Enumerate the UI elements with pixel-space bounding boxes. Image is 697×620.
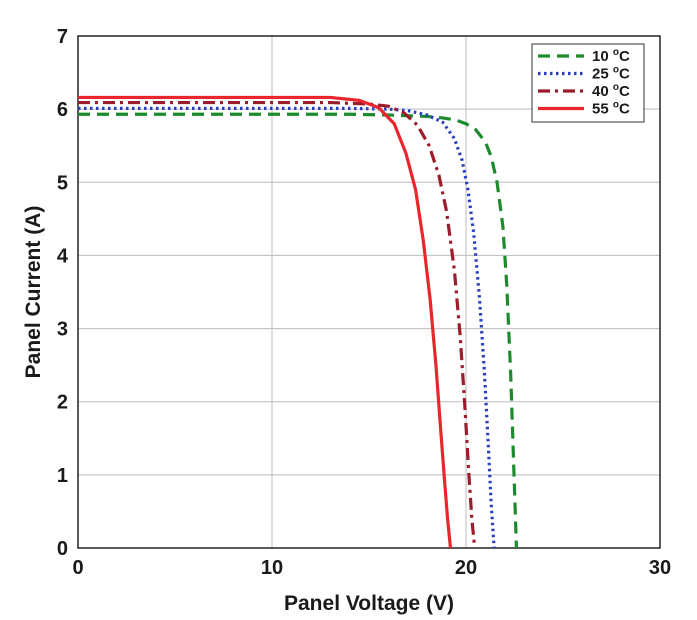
legend-label-3: 55 oC (592, 100, 630, 118)
series-line-0 (78, 112, 519, 549)
legend-label-value-1: 25 (592, 66, 613, 83)
series-layer (78, 95, 519, 549)
series-line-3 (78, 95, 453, 549)
legend-label-unit-0: C (619, 48, 630, 65)
legend-label-degree-2: o (613, 82, 619, 93)
y-tick-label-6: 6 (57, 99, 68, 121)
legend-label-degree-3: o (613, 100, 619, 111)
y-tick-label-1: 1 (57, 465, 68, 487)
legend-label-unit-1: C (619, 66, 630, 83)
legend-label-1: 25 oC (592, 65, 630, 83)
x-tick-label-3: 30 (649, 557, 671, 579)
x-tick-label-0: 0 (72, 557, 83, 579)
y-tick-label-4: 4 (57, 245, 69, 267)
legend-label-value-3: 55 (592, 101, 613, 118)
plot-area (77, 35, 661, 549)
legend-label-value-0: 10 (592, 48, 613, 65)
series-line-1 (78, 106, 496, 549)
y-tick-label-0: 0 (57, 538, 68, 560)
y-tick-label-7: 7 (57, 26, 68, 48)
y-tick-label-3: 3 (57, 319, 68, 341)
tick-labels: 0 10 20 30 0 1 2 3 4 5 6 7 (57, 26, 671, 579)
x-tick-label-1: 10 (261, 557, 283, 579)
y-tick-label-2: 2 (57, 392, 68, 414)
y-axis-label: Panel Current (A) (22, 206, 45, 379)
legend-label-unit-3: C (619, 101, 630, 118)
legend-label-2: 40 oC (592, 82, 630, 100)
series-line-2 (78, 100, 477, 549)
legend-label-degree-1: o (613, 65, 619, 76)
legend-label-unit-2: C (619, 83, 630, 100)
x-axis-label: Panel Voltage (V) (284, 592, 454, 615)
legend-label-value-2: 40 (592, 83, 613, 100)
legend-label-0: 10 oC (592, 47, 630, 65)
legend-label-degree-0: o (613, 47, 619, 58)
y-tick-label-5: 5 (57, 172, 68, 194)
x-tick-label-2: 20 (455, 557, 477, 579)
